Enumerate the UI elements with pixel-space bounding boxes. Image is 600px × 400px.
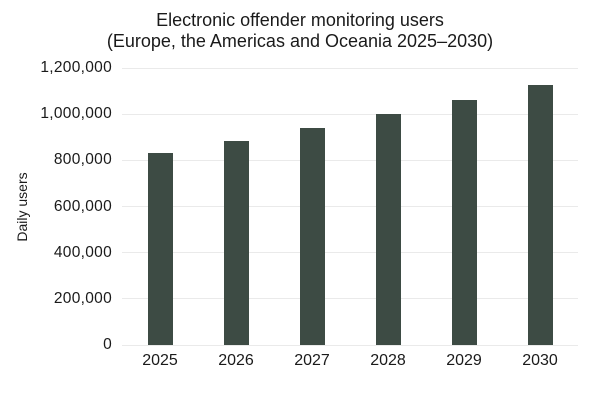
bar-2027 <box>299 128 325 345</box>
y-tick-label: 0 <box>103 336 112 353</box>
gridline <box>122 298 578 300</box>
y-tick-label: 1,000,000 <box>40 105 112 123</box>
x-tick-label: 2025 <box>142 352 178 369</box>
chart-title-line2: (Europe, the Americas and Oceania 2025–2… <box>106 31 494 51</box>
bar-2025 <box>147 153 173 345</box>
x-tick-label: 2030 <box>522 352 558 369</box>
x-axis-ticks: 2025 2026 2027 2028 2029 2030 <box>122 351 578 373</box>
bar-2028 <box>375 114 401 345</box>
gridline <box>122 113 578 115</box>
y-axis-ticks: 0 200,000 400,000 600,000 800,000 1,000,000 1,… <box>0 59 112 353</box>
chart-title-line1: Electronic offender monitoring users <box>156 10 444 30</box>
bar-2030 <box>527 85 553 345</box>
y-tick-label: 400,000 <box>53 243 112 261</box>
y-tick-label: 800,000 <box>53 151 112 169</box>
bar-2026 <box>223 140 249 345</box>
x-tick-label: 2026 <box>218 352 254 369</box>
x-tick-label: 2028 <box>370 352 406 369</box>
gridline <box>122 159 578 161</box>
y-tick-label: 200,000 <box>53 289 112 307</box>
gridline <box>122 67 578 69</box>
y-tick-label: 600,000 <box>53 197 112 215</box>
x-tick-label: 2029 <box>446 352 482 369</box>
gridline <box>122 344 578 346</box>
gridline <box>122 206 578 207</box>
chart-title: Electronic offender monitoring users (Eu… <box>0 10 600 52</box>
plot-area <box>122 67 578 346</box>
x-tick-label: 2027 <box>294 352 330 369</box>
gridline <box>122 252 578 254</box>
y-tick-label: 1,200,000 <box>40 59 112 76</box>
bar-2029 <box>451 100 477 345</box>
